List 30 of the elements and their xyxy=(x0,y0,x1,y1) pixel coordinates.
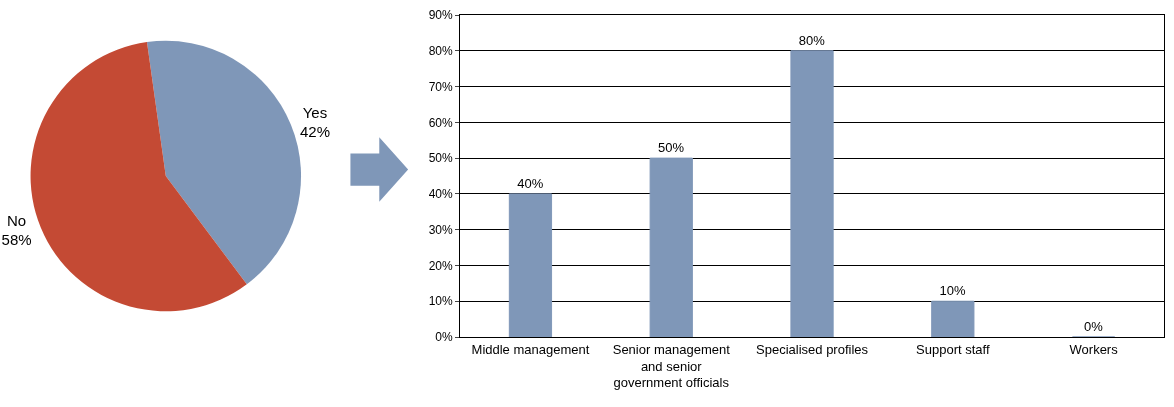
data-label: 10% xyxy=(939,283,967,299)
data-label: 42% xyxy=(299,123,330,141)
y-tick-label: 80% xyxy=(428,43,453,58)
y-tick-label: 30% xyxy=(428,222,453,237)
pie-slice xyxy=(30,42,247,312)
y-tick-label: 40% xyxy=(428,187,453,202)
x-tick-label: Middle management xyxy=(471,341,590,357)
slice-label: No xyxy=(7,211,27,229)
bar xyxy=(790,50,834,337)
slice-label: Yes xyxy=(302,103,328,121)
data-label: 50% xyxy=(658,140,685,156)
data-label: 58% xyxy=(1,231,32,249)
pie-slice xyxy=(146,40,301,285)
x-tick-label: Workers xyxy=(1069,341,1119,357)
y-tick-label: 0% xyxy=(435,330,453,345)
bar xyxy=(649,157,693,337)
data-label: 80% xyxy=(798,32,826,48)
bar xyxy=(931,300,975,337)
data-label: 40% xyxy=(517,175,544,191)
y-tick-label: 20% xyxy=(428,258,453,273)
x-tick-label: Support staff xyxy=(916,341,990,357)
bar xyxy=(508,193,553,337)
y-tick-label: 60% xyxy=(428,115,453,130)
y-tick-label: 70% xyxy=(428,79,453,94)
y-tick-label: 50% xyxy=(428,151,453,166)
y-tick-label: 10% xyxy=(428,294,453,309)
data-label: 0% xyxy=(1083,319,1104,334)
x-tick-label: Specialised profiles xyxy=(756,341,869,357)
x-tick-label: Senior management and senior government officials xyxy=(612,341,731,391)
y-tick-label: 90% xyxy=(428,8,453,23)
